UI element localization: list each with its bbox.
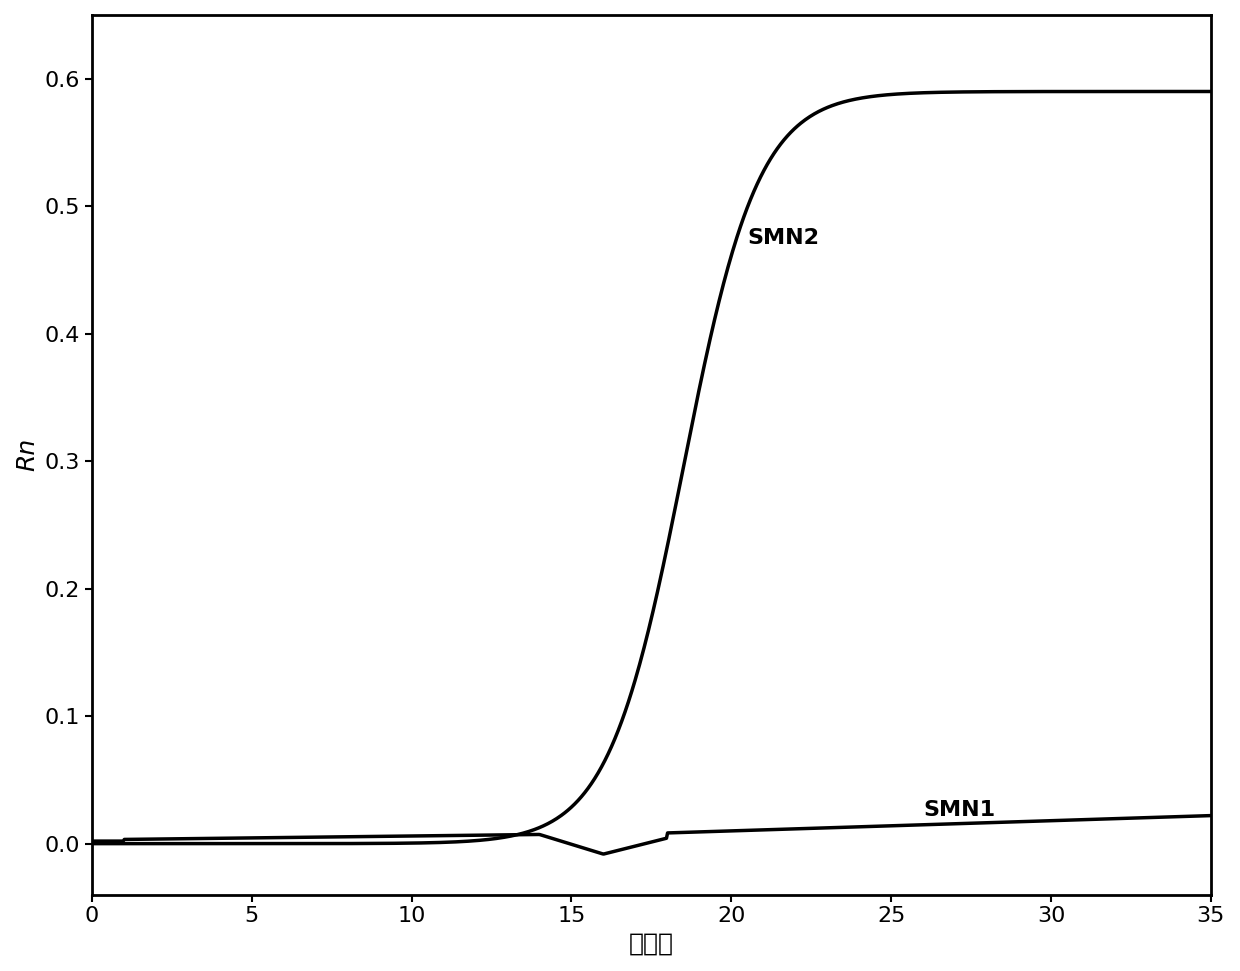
- X-axis label: 循环数: 循环数: [629, 932, 673, 956]
- Y-axis label: Rn: Rn: [15, 438, 38, 472]
- Text: SMN2: SMN2: [748, 228, 820, 249]
- Text: SMN1: SMN1: [923, 799, 996, 820]
